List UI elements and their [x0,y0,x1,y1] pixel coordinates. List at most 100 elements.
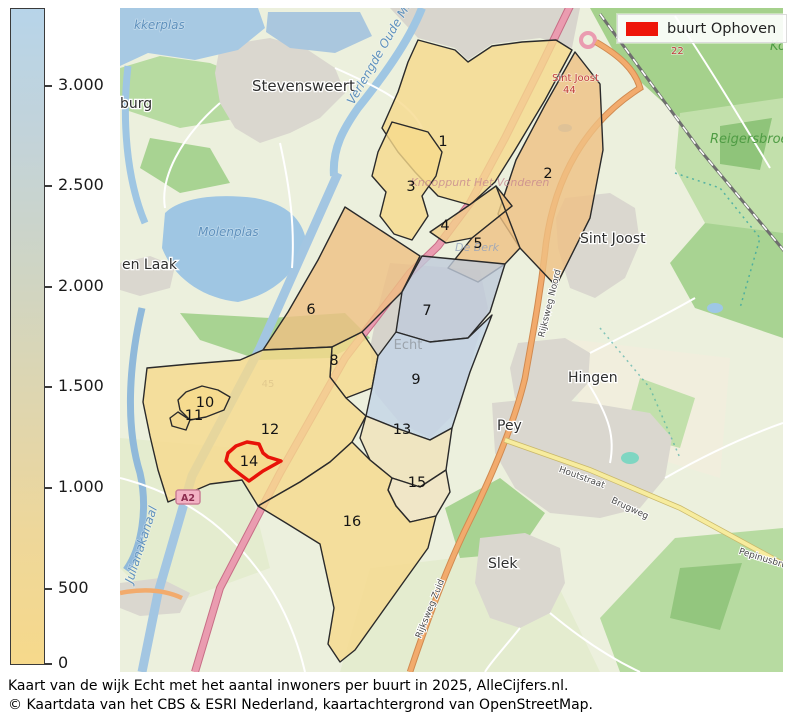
tick-label: 3.000 [58,75,104,95]
road-number-45: 45 [262,379,275,390]
region-number-labels: 1 2 3 4 5 6 7 8 9 10 11 12 13 14 15 16 [185,134,553,530]
buurt-region-16[interactable] [257,441,437,663]
town-label-slek: Slek [488,556,518,572]
forest-patch [670,563,742,630]
tick-mark [45,286,52,288]
tick-mark [45,487,52,489]
osm-basemap: Knooppunt Het Vonderen De Berk 45 Echt 1… [119,0,794,674]
buurt-region-10[interactable] [177,385,231,421]
tick-mark [45,588,52,590]
railway-dashes [599,13,791,259]
population-colorbar: 3.000 2.500 2.000 1.500 1.000 500 0 [10,8,104,672]
water-label-kkerplas: kkerplas [134,18,185,32]
map-canvas[interactable]: Knooppunt Het Vonderen De Berk 45 Echt 1… [119,0,794,674]
buurt-region-3[interactable] [371,121,443,241]
buurt-region-14-highlighted[interactable] [224,440,283,483]
village-area [390,8,580,60]
caption-line-1: Kaart van de wijk Echt met het aantal in… [8,678,569,694]
region-label-12: 12 [261,422,279,438]
town-label-sint-joost: Sint Joost [580,231,646,247]
minor-road [279,142,294,269]
tick-label: 500 [58,578,89,598]
tick-label: 2.000 [58,276,104,296]
town-label-burg: burg [120,96,152,112]
legend-swatch-buurt-ophoven [626,21,658,36]
tick-mark [45,85,52,87]
legend-label: buurt Ophoven [667,20,777,37]
region-label-4: 4 [440,218,449,234]
a2-shield-box [175,489,201,505]
minor-road [589,297,696,354]
buurt-region-9[interactable] [365,314,493,441]
minor-road [484,627,521,673]
road-number-22: 22 [671,46,684,57]
area-label-de-berk: De Berk [455,241,500,254]
buurt-region-2[interactable] [497,51,604,287]
municipal-boundary-dashed [674,172,761,309]
region-label-9: 9 [411,372,420,388]
a2-shield: A2 [175,489,201,505]
pond [621,452,639,464]
junction-label: Knooppunt Het Vonderen [411,176,550,189]
region-label-11: 11 [185,408,203,424]
caption-line-2: © Kaartdata van het CBS & ESRI Nederland… [8,697,593,713]
region-label-14: 14 [240,454,258,470]
tick-mark [45,185,52,187]
rijksweg-road [407,40,643,673]
tick-label: 2.500 [58,175,104,195]
region-label-8: 8 [329,353,338,369]
minor-road [119,477,306,673]
buurt-regions [142,39,604,663]
tick-label: 1.000 [58,477,104,497]
river-arm [121,65,149,225]
town-label-echt: Echt [394,338,423,353]
river [329,6,426,177]
village-stevensweert [215,38,345,143]
lake [120,8,265,66]
lake-molenplas [162,196,306,302]
region-label-7: 7 [422,303,431,319]
minor-road [163,102,221,209]
forest-patch [720,118,772,170]
region-label-3: 3 [406,179,415,195]
motorway-roundabout [579,31,597,49]
village-slek [475,533,565,628]
town-label-pey: Pey [497,418,522,434]
map-legend: buurt Ophoven [617,14,788,43]
forest-patch [140,138,230,193]
town-label-stevensweert: Stevensweert [252,77,355,95]
area-label-reigersbroek: Reigersbroek [710,132,783,147]
region-label-1: 1 [438,134,447,150]
region-label-13: 13 [393,422,411,438]
tick-label: 1.500 [58,376,104,396]
colorbar-gradient [10,8,45,665]
region-label-15: 15 [408,475,426,491]
region-label-10: 10 [196,395,214,411]
minor-road [549,612,641,673]
tick-label: 0 [58,653,69,673]
region-label-6: 6 [306,302,315,318]
buurt-region-11[interactable] [169,411,191,431]
region-label-2: 2 [543,166,552,182]
road-number-44: 44 [563,85,576,96]
minor-road [664,422,784,479]
pond [707,303,723,313]
region-label-5: 5 [473,236,482,252]
town-label-hingen: Hingen [568,370,618,386]
water-label-molenplas: Molenplas [198,225,259,239]
region-label-16: 16 [343,514,361,530]
minor-road [587,382,613,464]
village-en-laak [120,256,175,296]
caption: Kaart van de wijk Echt met het aantal in… [8,677,593,715]
marina-lake [266,12,372,53]
tick-mark [45,386,52,388]
a2-shield-text: A2 [181,493,195,504]
orange-road [119,588,183,601]
exit-label-sint-joost: Sint Joost [552,73,599,84]
town-label-en-laak: en Laak [122,257,178,273]
houtstraat-road [504,438,784,566]
tick-mark [45,663,52,665]
river-maas [123,307,148,573]
forest-patch [670,223,783,338]
